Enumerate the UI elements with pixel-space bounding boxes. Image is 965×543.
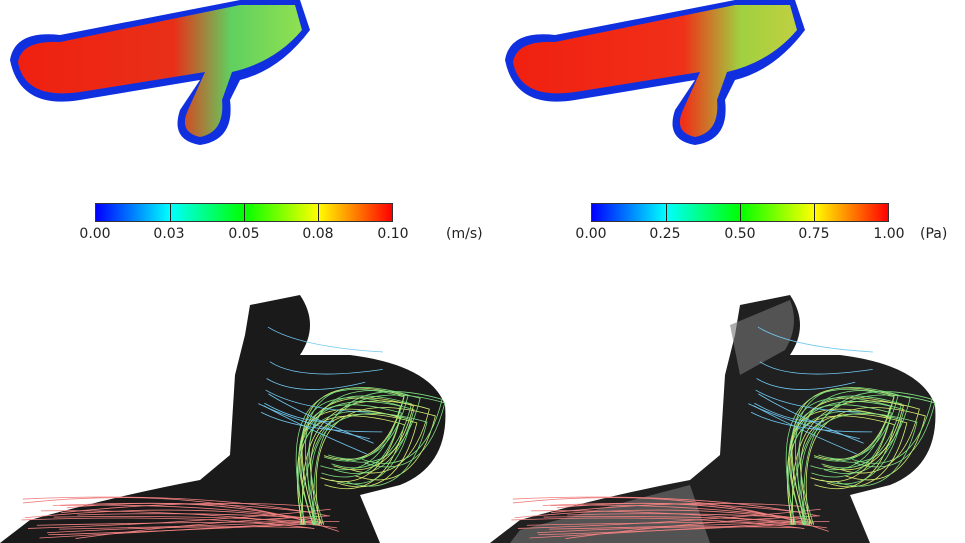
- velocity-field-render: [10, 0, 310, 145]
- velocity-tick-label: 0.05: [228, 226, 260, 242]
- streamline: [75, 515, 330, 539]
- streamline: [551, 502, 801, 514]
- streamline: [22, 497, 339, 532]
- velocity-tick-label: 0.00: [79, 226, 111, 242]
- streamline: [550, 504, 813, 521]
- streamline: [549, 521, 799, 530]
- streamline: [53, 516, 310, 523]
- streamline: [260, 411, 383, 433]
- streamline: [315, 407, 436, 526]
- streamline: [567, 513, 807, 519]
- streamline: [268, 393, 374, 444]
- streamline-render-right: [490, 295, 936, 543]
- streamline: [757, 326, 873, 353]
- pressure-tick-label: 0.75: [798, 226, 830, 242]
- streamline: [517, 508, 821, 529]
- streamline: [511, 517, 805, 529]
- streamline: [512, 497, 829, 532]
- streamline: [269, 361, 383, 375]
- pressure-colorbar: [591, 203, 889, 222]
- streamline: [797, 390, 911, 526]
- velocity-tick-label: 0.08: [302, 226, 334, 242]
- streamline: [264, 402, 335, 423]
- velocity-colorbar: [95, 203, 393, 222]
- streamline: [300, 394, 446, 526]
- streamline: [77, 513, 317, 519]
- velocity-unit: (m/s): [446, 226, 483, 242]
- streamline: [755, 389, 861, 413]
- streamline: [266, 378, 366, 390]
- streamline: [790, 394, 936, 526]
- pressure-tick-label: 0.00: [575, 226, 607, 242]
- streamline: [47, 526, 311, 534]
- streamline: [295, 389, 405, 526]
- streamline: [800, 413, 918, 526]
- streamline: [298, 404, 402, 526]
- streamline: [758, 393, 864, 444]
- streamline: [788, 404, 892, 526]
- streamline: [750, 411, 873, 433]
- streamline: [21, 517, 315, 529]
- pressure-field-render: [505, 0, 805, 145]
- streamline: [756, 378, 856, 390]
- velocity-tick-label: 0.03: [153, 226, 185, 242]
- streamline: [61, 502, 311, 514]
- streamline: [785, 389, 895, 526]
- streamline: [22, 496, 328, 516]
- streamline: [788, 411, 902, 526]
- streamline: [543, 516, 800, 523]
- streamline-render-left: [0, 295, 446, 543]
- streamline: [803, 391, 933, 526]
- streamline: [799, 395, 902, 526]
- streamline: [39, 521, 320, 539]
- streamline: [754, 402, 825, 423]
- pressure-tick-label: 1.00: [873, 226, 905, 242]
- streamline: [27, 508, 331, 529]
- streamline: [267, 326, 383, 353]
- streamline: [791, 387, 895, 526]
- streamline: [307, 390, 421, 526]
- streamline: [59, 521, 309, 530]
- velocity-tick-label: 0.10: [377, 226, 409, 242]
- streamline: [309, 395, 412, 526]
- pressure-tick-label: 0.50: [724, 226, 756, 242]
- streamline: [265, 389, 371, 413]
- streamline: [529, 521, 810, 539]
- streamline: [759, 361, 873, 375]
- streamline: [313, 391, 443, 526]
- streamline: [805, 407, 926, 526]
- streamline: [301, 387, 405, 526]
- streamline: [565, 515, 820, 539]
- streamline: [310, 413, 428, 526]
- streamline: [298, 411, 412, 526]
- streamline: [537, 526, 801, 534]
- streamline: [60, 504, 323, 521]
- pressure-unit: (Pa): [920, 226, 948, 242]
- streamline: [512, 496, 818, 516]
- pressure-tick-label: 0.25: [649, 226, 681, 242]
